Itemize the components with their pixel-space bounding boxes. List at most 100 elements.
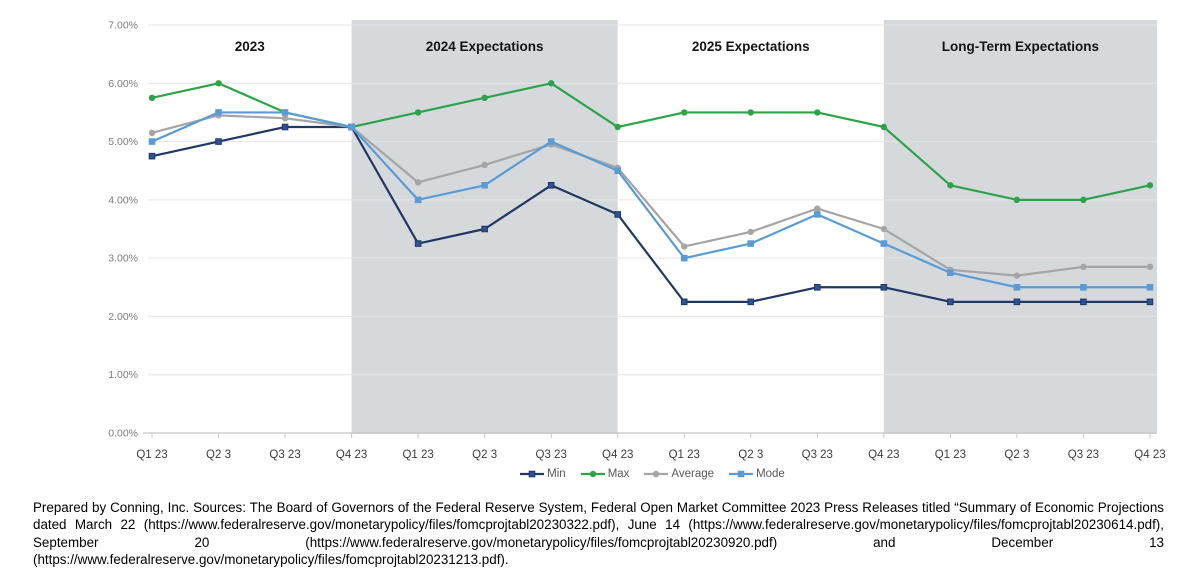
marker-min xyxy=(148,152,156,160)
y-tick-label: 7.00% xyxy=(108,19,138,31)
marker-min xyxy=(481,225,488,233)
legend-item-max: Max xyxy=(580,468,630,480)
legend-label: Average xyxy=(671,468,715,480)
legend-marker-max-icon xyxy=(580,470,605,478)
marker-min xyxy=(814,283,821,291)
marker-max xyxy=(947,182,954,189)
marker-max xyxy=(747,109,754,116)
marker-max xyxy=(614,123,621,131)
y-tick-label: 1.00% xyxy=(108,369,138,381)
x-tick-label: Q1 23 xyxy=(136,449,167,461)
section-header-3: Long-Term Expectations xyxy=(942,39,1099,54)
marker-mode xyxy=(281,109,289,116)
marker-average xyxy=(747,228,754,236)
marker-min xyxy=(680,298,688,306)
marker-min xyxy=(547,181,555,189)
x-tick-label: Q3 23 xyxy=(536,449,567,461)
marker-max xyxy=(414,109,422,116)
marker-average xyxy=(414,179,422,186)
y-tick-label: 5.00% xyxy=(108,136,138,148)
marker-mode xyxy=(414,196,422,204)
marker-max xyxy=(681,109,688,116)
marker-min xyxy=(880,283,888,291)
y-tick-label: 0.00% xyxy=(108,428,138,440)
marker-min xyxy=(614,211,622,218)
marker-min xyxy=(281,123,289,131)
legend-label: Min xyxy=(547,468,566,480)
marker-max xyxy=(1146,182,1154,189)
series-line-average xyxy=(150,114,1152,277)
marker-min xyxy=(1080,298,1087,306)
marker-average xyxy=(1013,272,1021,279)
section-band-3 xyxy=(883,20,1157,434)
marker-mode xyxy=(614,167,622,175)
y-tick-label: 2.00% xyxy=(108,311,138,323)
marker-average xyxy=(880,225,888,233)
x-tick-label: Q4 23 xyxy=(602,449,633,461)
section-header-1: 2024 Expectations xyxy=(426,39,544,54)
x-tick-label: Q2 3 xyxy=(206,449,231,461)
section-header-2: 2025 Expectations xyxy=(692,39,810,54)
marker-max xyxy=(148,94,156,102)
legend-marker-average-icon xyxy=(644,470,669,478)
marker-average xyxy=(681,243,688,250)
x-tick-label: Q2 3 xyxy=(1004,449,1029,461)
marker-max xyxy=(1013,196,1021,204)
marker-mode xyxy=(348,123,355,131)
marker-mode xyxy=(215,109,222,116)
legend-marker-mode-icon xyxy=(729,470,754,478)
marker-max xyxy=(215,80,222,87)
legend-label: Max xyxy=(607,468,630,480)
marker-min xyxy=(414,240,422,247)
chart-legend: Min Max Average Mode xyxy=(148,468,1157,480)
marker-mode xyxy=(148,138,156,145)
marker-mode xyxy=(1080,283,1087,291)
section-header-0: 2023 xyxy=(235,39,266,54)
marker-mode xyxy=(481,181,488,189)
legend-label: Mode xyxy=(756,468,785,480)
marker-mode xyxy=(1146,283,1154,291)
marker-max xyxy=(880,123,888,131)
x-tick-label: Q4 23 xyxy=(336,449,367,461)
marker-mode xyxy=(947,269,954,277)
marker-max xyxy=(481,94,488,102)
marker-min xyxy=(747,298,755,306)
legend-item-min: Min xyxy=(520,468,566,480)
marker-mode xyxy=(680,254,688,262)
y-tick-label: 6.00% xyxy=(108,78,138,90)
marker-mode xyxy=(547,138,555,145)
marker-max xyxy=(547,80,555,87)
series-line-mode xyxy=(150,111,1152,289)
x-tick-label: Q2 3 xyxy=(738,449,763,461)
x-tick-label: Q4 23 xyxy=(1134,449,1165,461)
legend-item-mode: Mode xyxy=(729,468,785,480)
marker-min xyxy=(1146,298,1154,306)
marker-mode xyxy=(747,240,755,247)
marker-average xyxy=(281,115,289,122)
marker-max xyxy=(1080,196,1087,204)
chart-canvas: 0.00% 1.00% 2.00% 3.00% 4.00% 5.00% 6.00% 7.00%… xyxy=(108,19,1165,461)
fed-rate-expectations-chart: 0.00% 1.00% 2.00% 3.00% 4.00% 5.00% 6.00% 7.00%… xyxy=(108,19,1165,480)
marker-max xyxy=(814,109,821,116)
y-tick-label: 3.00% xyxy=(108,253,138,265)
x-tick-label: Q1 23 xyxy=(935,449,966,461)
marker-min xyxy=(947,298,954,306)
marker-average xyxy=(481,161,488,169)
series-line-min xyxy=(150,125,1152,303)
y-tick-label: 4.00% xyxy=(108,194,138,206)
legend-item-average: Average xyxy=(644,468,714,480)
marker-average xyxy=(814,205,821,212)
marker-min xyxy=(1013,298,1021,306)
x-tick-label: Q4 23 xyxy=(868,449,899,461)
x-tick-label: Q1 23 xyxy=(402,449,433,461)
marker-average xyxy=(1146,263,1154,271)
marker-mode xyxy=(1013,283,1021,291)
marker-average xyxy=(148,129,156,137)
x-tick-label: Q3 23 xyxy=(269,449,300,461)
x-tick-label: Q2 3 xyxy=(472,449,497,461)
x-tick-label: Q3 23 xyxy=(1068,449,1099,461)
x-tick-label: Q1 23 xyxy=(669,449,700,461)
legend-marker-min-icon xyxy=(520,470,545,478)
marker-average xyxy=(1080,263,1087,271)
x-tick-label: Q3 23 xyxy=(802,449,833,461)
